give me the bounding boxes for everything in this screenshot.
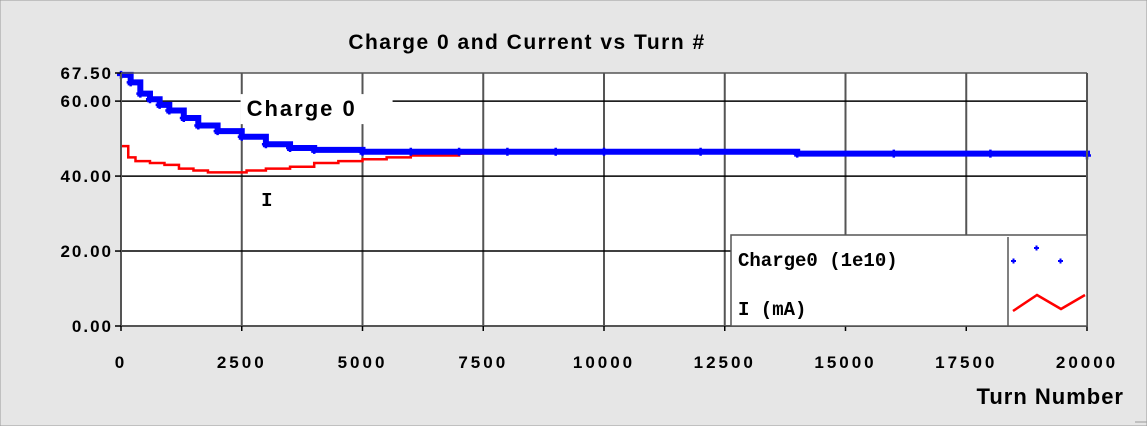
series-charge0-point bbox=[551, 147, 560, 156]
legend-label-current: I (mA) bbox=[738, 299, 806, 321]
y-tick-label: 20.00 bbox=[60, 242, 113, 261]
series-charge0-point bbox=[455, 147, 464, 156]
x-tick-label: 17500 bbox=[935, 353, 997, 372]
series-charge0-point bbox=[261, 140, 270, 149]
series-charge0-point bbox=[165, 106, 174, 115]
x-tick-label: 12500 bbox=[694, 353, 756, 372]
x-tick-label: 5000 bbox=[338, 353, 388, 372]
legend-label-charge0: Charge0 (1e10) bbox=[738, 250, 898, 272]
series-charge0-point bbox=[986, 149, 995, 158]
x-tick-label: 15000 bbox=[814, 353, 876, 372]
x-tick-label: 10000 bbox=[573, 353, 635, 372]
series-charge0-point bbox=[696, 147, 705, 156]
legend-swatch-current bbox=[1012, 293, 1086, 313]
series-charge0-point bbox=[145, 95, 154, 104]
series-charge0-point bbox=[237, 132, 246, 141]
series-charge0-point bbox=[126, 78, 135, 87]
x-tick-label: 20000 bbox=[1056, 353, 1118, 372]
annotation-backdrop bbox=[240, 94, 393, 125]
legend-swatch-charge0-marker bbox=[1058, 258, 1063, 264]
x-tick-label: 0 bbox=[115, 353, 127, 372]
x-tick-label: 7500 bbox=[458, 353, 508, 372]
legend-box bbox=[730, 234, 1088, 327]
y-tick-label: 0.00 bbox=[72, 317, 113, 336]
chart-title: Charge 0 and Current vs Turn # bbox=[348, 31, 705, 54]
legend-swatch-charge0-marker bbox=[1034, 245, 1039, 251]
series-charge0-point bbox=[503, 147, 512, 156]
series-charge0-point bbox=[600, 147, 608, 156]
series-current-line bbox=[121, 144, 484, 174]
series-charge0-point bbox=[155, 100, 164, 109]
y-tick-label: 60.00 bbox=[60, 92, 113, 111]
series-charge0-point bbox=[889, 149, 898, 158]
series-charge0-point bbox=[213, 127, 222, 136]
series-charge0-point bbox=[179, 113, 188, 122]
annotation-charge0: Charge 0 bbox=[247, 96, 357, 121]
x-axis-label: Turn Number bbox=[977, 384, 1124, 409]
legend-swatch-charge0-marker bbox=[1011, 258, 1016, 264]
x-tick-label: 2500 bbox=[217, 353, 267, 372]
series-charge0-point bbox=[136, 89, 145, 98]
series-charge0-point bbox=[310, 145, 319, 154]
y-tick-label: 40.00 bbox=[60, 167, 113, 186]
series-charge0-point bbox=[286, 143, 295, 152]
annotation-layer: Charge 0 I bbox=[240, 94, 393, 212]
series-charge0-point bbox=[194, 121, 203, 130]
legend: Charge0 (1e10) I (mA) bbox=[730, 234, 1088, 327]
series-charge0-point bbox=[358, 147, 367, 156]
series-charge0-point bbox=[406, 147, 415, 156]
series-charge0-point bbox=[793, 149, 802, 158]
series-layer bbox=[117, 70, 1091, 174]
legend-swatch-charge0 bbox=[1011, 245, 1063, 264]
axes: 0.00 20.00 40.00 60.00 67.50 0 2500 5000 7500 100… bbox=[60, 64, 1118, 372]
annotation-current: I bbox=[261, 190, 272, 212]
y-tick-label: 67.50 bbox=[60, 64, 113, 83]
